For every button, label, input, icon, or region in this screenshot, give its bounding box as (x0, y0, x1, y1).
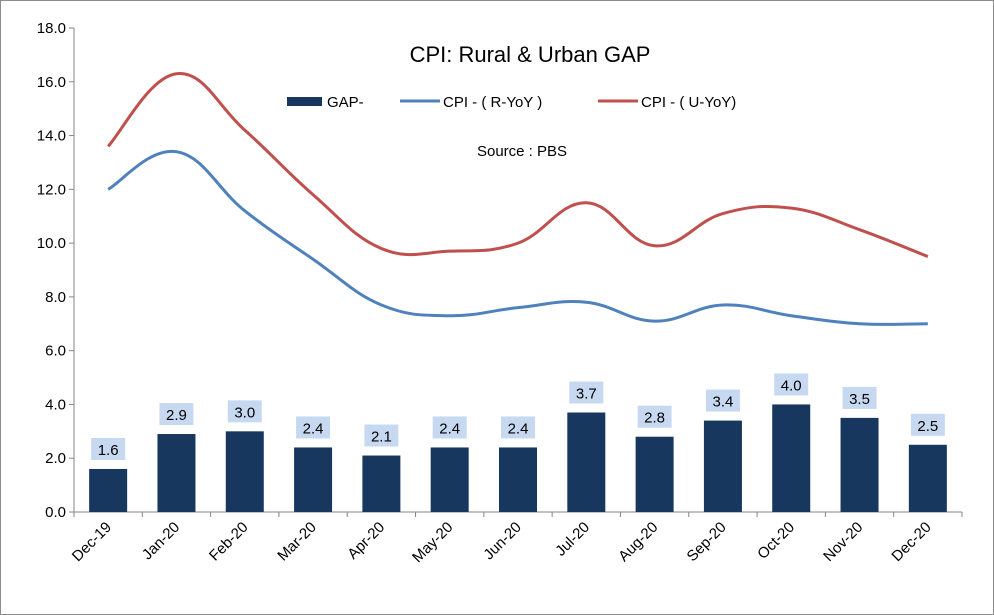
data-label: 4.0 (781, 377, 802, 394)
data-label-bg (227, 400, 262, 423)
data-label-bg (159, 403, 194, 426)
x-tick-label: Jun-20 (480, 519, 524, 563)
data-label: 3.7 (576, 386, 597, 403)
data-label-bg (842, 386, 877, 409)
bar-gap (362, 455, 401, 512)
data-label-bg (637, 405, 672, 428)
source-note: Source : PBS (477, 143, 567, 160)
data-label: 3.4 (712, 394, 733, 411)
bar-gap (294, 447, 333, 512)
x-tick-label: Apr-20 (344, 519, 388, 563)
legend-label-gap: GAP- (327, 94, 364, 111)
y-tick-label: 10.0 (37, 235, 66, 252)
y-tick-label: 2.0 (45, 450, 66, 467)
x-tick-label: Nov-20 (820, 519, 866, 565)
chart-title: CPI: Rural & Urban GAP (410, 42, 651, 67)
bar-gap (225, 431, 264, 512)
bar-gap (567, 412, 606, 512)
data-label-bg (364, 424, 399, 447)
bar-gap (703, 420, 742, 512)
x-tick-label: Dec-20 (888, 519, 934, 565)
x-tick-label: Dec-19 (69, 519, 115, 565)
data-label: 2.8 (644, 410, 665, 427)
x-tick-label: Mar-20 (274, 519, 320, 565)
x-tick-label: May-20 (409, 519, 456, 566)
x-tick-label: Jan-20 (139, 519, 183, 563)
bar-gap (157, 434, 196, 512)
bar-gap (430, 447, 469, 512)
data-label: 2.4 (303, 420, 324, 437)
x-tick-label: Sep-20 (684, 519, 730, 565)
x-tick-label: Jul-20 (552, 519, 593, 560)
y-tick-label: 4.0 (45, 396, 66, 413)
data-label-bg (91, 437, 126, 460)
bar-gap (89, 468, 128, 512)
data-label-bg (774, 373, 809, 396)
y-tick-label: 18.0 (37, 20, 66, 37)
data-label: 2.4 (439, 420, 460, 437)
x-tick-label: Aug-20 (615, 519, 661, 565)
y-tick-label: 0.0 (45, 504, 66, 521)
data-label-bg (705, 389, 740, 412)
legend: GAP- CPI - ( R-YoY ) CPI - ( U-YoY) (287, 94, 736, 111)
legend-label-rural: CPI - ( R-YoY ) (443, 94, 542, 111)
y-tick-label: 8.0 (45, 289, 66, 306)
bar-gap (499, 447, 537, 512)
legend-label-urban: CPI - ( U-YoY) (641, 94, 736, 111)
data-label-bg (569, 381, 604, 404)
line-cpi-rural (107, 149, 928, 326)
y-tick-label: 6.0 (45, 343, 66, 360)
data-label: 2.4 (508, 420, 529, 437)
bar-gap (772, 404, 811, 512)
data-label: 1.6 (98, 442, 119, 459)
data-label: 2.1 (371, 429, 392, 446)
data-label: 2.5 (917, 418, 938, 435)
data-label-bg (432, 416, 467, 439)
y-tick-label: 16.0 (37, 74, 66, 91)
data-label: 2.9 (166, 407, 187, 424)
bar-gap (908, 444, 947, 512)
bar-gap (840, 417, 879, 512)
y-tick-label: 14.0 (37, 128, 66, 145)
x-tick-label: Feb-20 (206, 519, 252, 565)
line-cpi-urban (107, 72, 929, 258)
data-label: 3.5 (849, 391, 870, 408)
legend-swatch-gap (287, 97, 322, 106)
bar-gap (635, 436, 674, 512)
x-tick-label: Oct-20 (754, 519, 798, 563)
data-label: 3.0 (234, 404, 255, 421)
data-label-bg (501, 416, 535, 439)
data-label-bg (910, 413, 945, 436)
y-tick-label: 12.0 (37, 181, 66, 198)
data-label-bg (296, 416, 331, 439)
